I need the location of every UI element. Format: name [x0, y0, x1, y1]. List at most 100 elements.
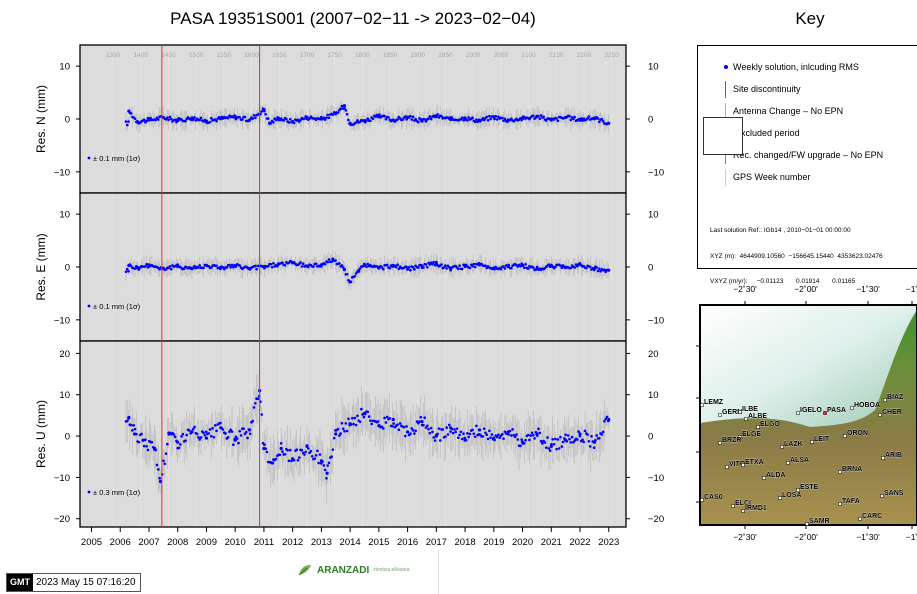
station-marker: [741, 509, 745, 513]
data-point: [466, 432, 469, 435]
data-point: [161, 115, 165, 120]
station-label: ETXA: [745, 459, 764, 466]
data-point: [198, 118, 201, 122]
data-point: [262, 107, 266, 112]
data-point: [246, 436, 249, 440]
data-point: [564, 438, 568, 442]
data-point: [253, 116, 257, 120]
data-point: [288, 117, 292, 121]
data-point: [366, 262, 370, 266]
leaf-icon: [298, 565, 311, 576]
data-point: [597, 436, 601, 440]
data-point: [554, 265, 557, 269]
data-point: [288, 448, 292, 452]
data-point: [543, 441, 547, 444]
station-marker: [780, 445, 784, 449]
solution-xyz: XYZ (m): 4644909.10560 −156645.15440 435…: [710, 252, 883, 260]
data-point: [176, 440, 180, 444]
data-point: [595, 434, 598, 437]
data-point: [586, 117, 589, 120]
data-point: [272, 262, 275, 265]
station-label: GERN: [722, 409, 742, 416]
data-point: [210, 116, 213, 120]
data-point: [607, 417, 611, 422]
data-point: [180, 434, 183, 438]
data-point: [382, 427, 385, 430]
data-point: [354, 423, 358, 427]
data-point: [340, 104, 344, 108]
map-top-tick: −2˚30': [733, 284, 757, 294]
data-point: [457, 267, 460, 271]
data-point: [578, 432, 582, 436]
y-tick-label: 10: [59, 390, 70, 401]
data-point: [600, 117, 604, 121]
green-line-icon: [725, 147, 727, 164]
data-point: [127, 415, 131, 420]
data-point: [322, 464, 326, 467]
x-tick-label: 2008: [167, 537, 188, 548]
data-point: [303, 453, 306, 456]
data-point: [339, 107, 342, 110]
data-point: [472, 262, 476, 266]
data-point: [253, 402, 257, 405]
data-point: [561, 440, 565, 444]
data-point: [526, 433, 530, 437]
y-tick-label: 20: [59, 349, 70, 360]
data-point: [304, 450, 308, 454]
data-point: [147, 118, 151, 122]
data-point: [388, 266, 392, 270]
data-point: [300, 448, 304, 452]
data-point: [291, 120, 295, 124]
data-point: [367, 415, 371, 418]
data-point: [520, 438, 523, 441]
data-point: [604, 417, 608, 421]
data-point: [463, 438, 467, 442]
solution-vxyz: VXYZ (m/yr): −0.01123 0.01914 0.01165: [710, 278, 856, 285]
data-point: [577, 430, 580, 433]
map-bottom-tick: −1˚30': [856, 532, 880, 540]
data-point: [164, 452, 168, 455]
data-point: [495, 118, 499, 121]
data-point: [266, 264, 270, 268]
error-legend-dot: [87, 304, 91, 308]
data-point: [247, 266, 252, 271]
data-point: [603, 268, 606, 272]
data-point: [356, 119, 359, 122]
data-point: [473, 435, 477, 439]
data-point: [287, 121, 291, 124]
data-point: [391, 424, 394, 428]
station-marker: [700, 498, 704, 502]
data-point: [546, 436, 549, 439]
station-marker: [738, 410, 742, 414]
x-tick-label: 2019: [483, 537, 504, 548]
data-point: [458, 433, 461, 437]
data-point: [568, 114, 571, 118]
data-point: [437, 116, 441, 119]
data-point: [362, 415, 366, 419]
data-point: [497, 433, 500, 437]
data-point: [592, 440, 596, 444]
data-point: [354, 121, 358, 124]
data-point: [193, 425, 196, 429]
station-marker: [700, 403, 704, 407]
data-point: [158, 268, 161, 271]
data-point: [229, 428, 233, 432]
data-point: [429, 117, 433, 121]
data-point: [492, 115, 496, 119]
data-point: [208, 120, 212, 124]
station-marker: [744, 417, 748, 421]
data-point: [207, 432, 211, 435]
data-point: [362, 262, 367, 266]
data-point: [219, 265, 223, 270]
data-point: [397, 267, 401, 271]
x-tick-label: 2021: [541, 537, 562, 548]
data-point: [145, 262, 148, 266]
gps-week-label: 1950: [438, 52, 453, 59]
data-point: [429, 426, 433, 430]
y-tick-label: 20: [648, 349, 659, 360]
data-point: [506, 430, 510, 434]
data-point: [260, 110, 264, 113]
data-point: [438, 439, 442, 442]
data-point: [397, 428, 401, 431]
data-point: [473, 120, 477, 124]
